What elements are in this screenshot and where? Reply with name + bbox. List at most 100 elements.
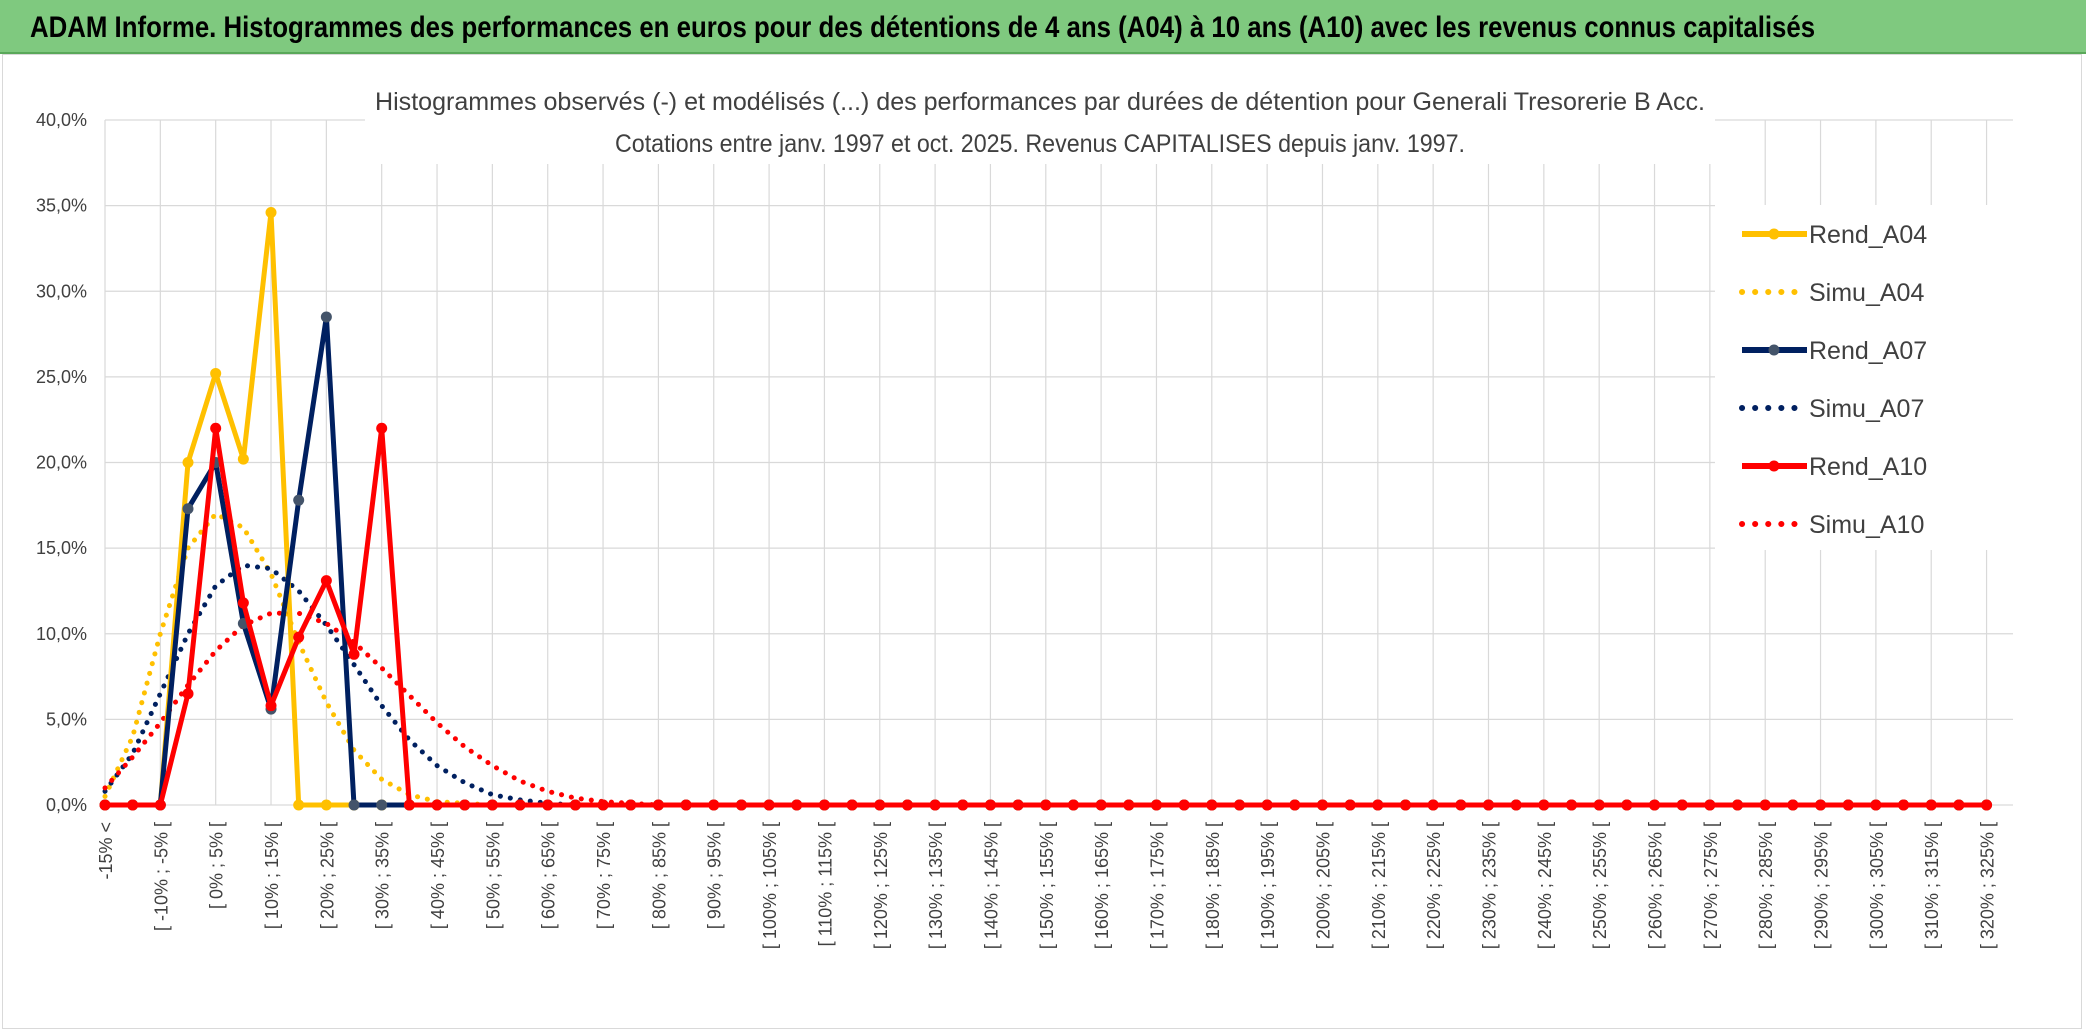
series-point-Rend_A10 — [652, 799, 664, 811]
series-point-Rend_A10 — [708, 799, 720, 811]
series-point-Rend_A04 — [237, 453, 249, 465]
series-point-Rend_A10 — [127, 799, 139, 811]
series-point-Rend_A10 — [791, 799, 803, 811]
series-point-Rend_A10 — [1206, 799, 1218, 811]
series-point-Rend_A10 — [1510, 799, 1522, 811]
series-point-Rend_A04 — [210, 367, 222, 379]
series-point-Rend_A10 — [1455, 799, 1467, 811]
series-point-Rend_A10 — [1150, 799, 1162, 811]
series-point-Rend_A10 — [1427, 799, 1439, 811]
series-point-Rend_A10 — [1040, 799, 1052, 811]
series-point-Rend_A10 — [901, 799, 913, 811]
x-tick-label: [ 250% ; 255% [ — [1590, 822, 1610, 949]
series-point-Rend_A04 — [293, 799, 305, 811]
series-point-Rend_A10 — [182, 688, 194, 700]
series-point-Rend_A10 — [1925, 799, 1937, 811]
series-point-Rend_A10 — [1732, 799, 1744, 811]
series-point-Rend_A10 — [486, 799, 498, 811]
x-tick-label: [ 30% ; 35% [ — [373, 822, 393, 929]
x-tick-label: [ 130% ; 135% [ — [926, 822, 946, 949]
series-point-Rend_A10 — [1289, 799, 1301, 811]
legend-label: Simu_A04 — [1809, 279, 1924, 307]
series-point-Rend_A10 — [293, 631, 305, 643]
y-tick-label: 35,0% — [36, 196, 87, 216]
banner: ADAM Informe. Histogrammes des performan… — [0, 0, 2086, 54]
series-point-Rend_A04 — [182, 457, 194, 468]
x-tick-label: [ 80% ; 85% [ — [649, 822, 669, 929]
x-tick-label: [ 310% ; 315% [ — [1922, 822, 1942, 949]
series-point-Rend_A10 — [1787, 799, 1799, 811]
x-tick-label: [ 120% ; 125% [ — [871, 822, 891, 949]
x-tick-label: [ 240% ; 245% [ — [1535, 822, 1555, 949]
series-point-Rend_A10 — [569, 799, 581, 811]
series-point-Rend_A10 — [1649, 799, 1661, 811]
series-point-Rend_A10 — [210, 422, 222, 434]
x-tick-label: [ 0% ; 5% [ — [207, 822, 227, 909]
y-tick-label: 40,0% — [36, 110, 87, 130]
x-tick-label: [ 200% ; 205% [ — [1313, 822, 1333, 949]
x-tick-label: [ 320% ; 325% [ — [1978, 822, 1998, 949]
series-point-Rend_A10 — [1759, 799, 1771, 811]
x-tick-label: [ 190% ; 195% [ — [1258, 822, 1278, 949]
legend-label: Rend_A07 — [1809, 337, 1927, 365]
series-point-Rend_A10 — [1123, 799, 1135, 811]
series-point-Rend_A07 — [320, 311, 332, 323]
y-tick-label: 15,0% — [36, 538, 87, 558]
series-point-Rend_A10 — [1953, 799, 1965, 811]
chart-subtitle: Cotations entre janv. 1997 et oct. 2025.… — [615, 130, 1465, 158]
title-background — [365, 78, 1715, 164]
series-point-Rend_A10 — [1704, 799, 1716, 811]
series-point-Rend_A10 — [1012, 799, 1024, 811]
series-point-Rend_A10 — [680, 799, 692, 811]
series-point-Rend_A10 — [735, 799, 747, 811]
series-point-Rend_A10 — [1842, 799, 1854, 811]
series-point-Rend_A10 — [376, 422, 388, 434]
series-point-Rend_A10 — [1233, 799, 1245, 811]
chart-title: Histogrammes observés (-) et modélisés (… — [375, 88, 1705, 116]
series-point-Rend_A10 — [1981, 799, 1993, 811]
series-point-Rend_A10 — [1676, 799, 1688, 811]
series-point-Rend_A10 — [846, 799, 858, 811]
series-point-Rend_A10 — [597, 799, 609, 811]
series-line-Simu_A04 — [102, 510, 1990, 808]
y-tick-label: 5,0% — [46, 709, 87, 729]
series-point-Rend_A10 — [1815, 799, 1827, 811]
series-point-Rend_A10 — [1067, 799, 1079, 811]
x-tick-label: [ 140% ; 145% [ — [981, 822, 1001, 949]
x-tick-label: [ -10% ; -5% [ — [151, 822, 171, 931]
y-tick-label: 0,0% — [46, 795, 87, 815]
legend-label: Rend_A10 — [1809, 453, 1927, 481]
legend-label: Rend_A04 — [1809, 221, 1927, 249]
x-tick-label: [ 40% ; 45% [ — [428, 822, 448, 929]
series-point-Rend_A10 — [542, 799, 554, 811]
series-point-Rend_A10 — [1566, 799, 1578, 811]
series-point-Rend_A07 — [348, 799, 360, 811]
series-point-Rend_A07 — [293, 494, 305, 506]
series-point-Rend_A10 — [874, 799, 886, 811]
series-point-Rend_A10 — [237, 597, 249, 609]
x-tick-label: [ 50% ; 55% [ — [483, 822, 503, 929]
x-tick-label: [ 290% ; 295% [ — [1812, 822, 1832, 949]
x-tick-label: [ 160% ; 165% [ — [1092, 822, 1112, 949]
legend-dot-Rend_A04 — [1768, 228, 1780, 240]
series-point-Rend_A10 — [459, 799, 471, 811]
x-tick-label: [ 220% ; 225% [ — [1424, 822, 1444, 949]
x-tick-label: [ 300% ; 305% [ — [1867, 822, 1887, 949]
series-point-Rend_A10 — [984, 799, 996, 811]
series-point-Rend_A10 — [431, 799, 443, 811]
series-point-Rend_A10 — [1178, 799, 1190, 811]
series-point-Rend_A10 — [320, 575, 332, 587]
series-point-Rend_A10 — [348, 648, 360, 660]
series-point-Rend_A07 — [182, 503, 194, 515]
series-point-Rend_A10 — [1316, 799, 1328, 811]
x-tick-label: [ 210% ; 215% [ — [1369, 822, 1389, 949]
series-point-Rend_A10 — [265, 700, 277, 712]
legend-background — [1715, 205, 2015, 550]
legend-dot-Rend_A10 — [1768, 460, 1780, 472]
x-tick-label: [ 180% ; 185% [ — [1203, 822, 1223, 949]
y-tick-label: 25,0% — [36, 367, 87, 387]
series-point-Rend_A10 — [514, 799, 526, 811]
series-point-Rend_A10 — [1399, 799, 1411, 811]
series-point-Rend_A07 — [376, 799, 388, 811]
